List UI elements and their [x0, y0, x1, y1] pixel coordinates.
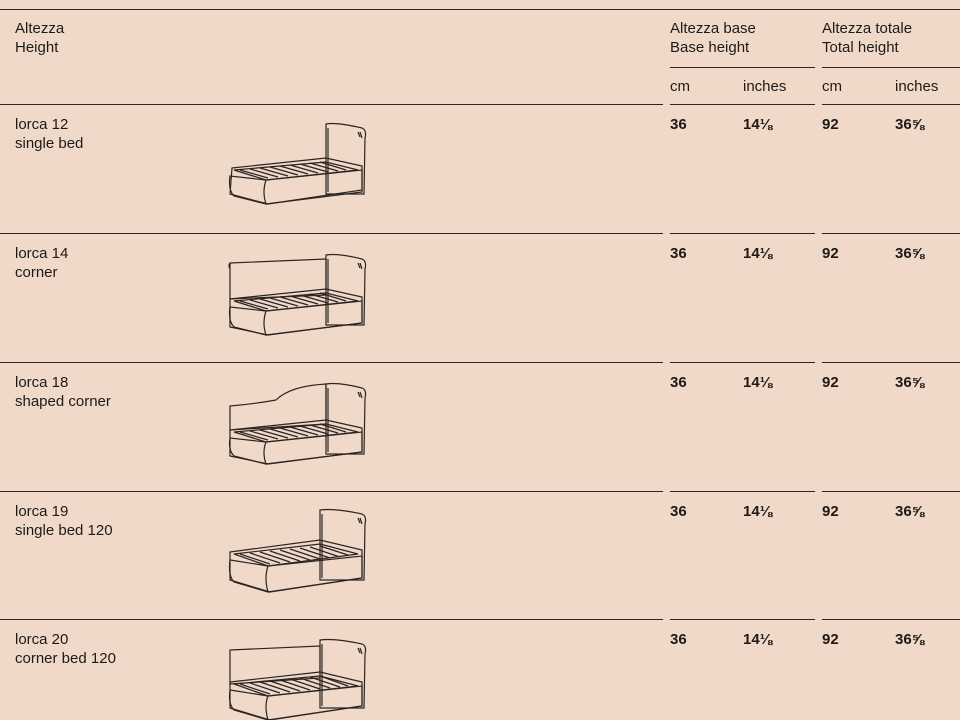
row-rule-4-total	[822, 491, 960, 492]
model-type: corner bed 120	[15, 650, 116, 667]
total-height-cm: 92	[822, 245, 839, 262]
base-height-cm: 36	[670, 631, 687, 648]
model-type: single bed 120	[15, 522, 113, 539]
row-rule-3	[0, 362, 663, 363]
header-total-rule	[822, 67, 960, 68]
top-rule	[0, 9, 960, 10]
row-rule-5-total	[822, 619, 960, 620]
total-height-cm: 92	[822, 503, 839, 520]
total-height-inches: 36⅝	[895, 631, 925, 648]
base-height-inches: 14⅛	[743, 116, 773, 133]
row-rule-1-total	[822, 104, 960, 105]
header-base-it: Altezza base	[670, 20, 756, 37]
row-rule-1-base	[670, 104, 815, 105]
total-height-inches: 36⅝	[895, 116, 925, 133]
base-height-cm: 36	[670, 374, 687, 391]
row-rule-3-base	[670, 362, 815, 363]
total-height-inches: 36⅝	[895, 503, 925, 520]
model-type: single bed	[15, 135, 84, 152]
row-rule-4	[0, 491, 663, 492]
header-base-en: Base height	[670, 39, 750, 56]
model-type: corner	[15, 264, 58, 281]
total-height-cm: 92	[822, 374, 839, 391]
row-rule-5-base	[670, 619, 815, 620]
base-height-cm: 36	[670, 503, 687, 520]
header-base-rule	[670, 67, 815, 68]
total-height-cm: 92	[822, 631, 839, 648]
header-total-en: Total height	[822, 39, 899, 56]
model-name: lorca 12	[15, 116, 69, 133]
base-height-inches: 14⅛	[743, 503, 773, 520]
single-bed-120-drawing	[224, 506, 369, 596]
model-name: lorca 20	[15, 631, 69, 648]
unit-total-cm: cm	[822, 78, 842, 95]
model-name: lorca 18	[15, 374, 69, 391]
total-height-inches: 36⅝	[895, 245, 925, 262]
row-rule-5	[0, 619, 663, 620]
model-name: lorca 19	[15, 503, 69, 520]
model-type: shaped corner	[15, 393, 111, 410]
total-height-cm: 92	[822, 116, 839, 133]
unit-base-inches: inches	[743, 78, 787, 95]
header-total-it: Altezza totale	[822, 20, 913, 37]
model-name: lorca 14	[15, 245, 69, 262]
row-rule-3-total	[822, 362, 960, 363]
base-height-inches: 14⅛	[743, 374, 773, 391]
header-label-it: Altezza	[15, 20, 65, 37]
unit-base-cm: cm	[670, 78, 690, 95]
row-rule-2	[0, 233, 663, 234]
base-height-inches: 14⅛	[743, 631, 773, 648]
corner-bed-drawing	[224, 249, 369, 339]
base-height-cm: 36	[670, 116, 687, 133]
row-rule-1	[0, 104, 663, 105]
total-height-inches: 36⅝	[895, 374, 925, 391]
base-height-cm: 36	[670, 245, 687, 262]
corner-bed-120-drawing	[224, 634, 369, 720]
single-bed-drawing	[224, 120, 369, 208]
row-rule-2-total	[822, 233, 960, 234]
unit-total-inches: inches	[895, 78, 939, 95]
header-label-en: Height	[15, 39, 59, 56]
base-height-inches: 14⅛	[743, 245, 773, 262]
shaped-corner-bed-drawing	[224, 380, 369, 470]
row-rule-2-base	[670, 233, 815, 234]
row-rule-4-base	[670, 491, 815, 492]
